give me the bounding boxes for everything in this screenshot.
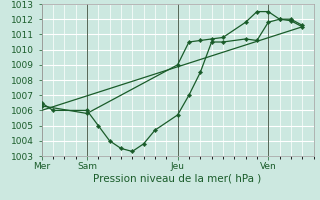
X-axis label: Pression niveau de la mer( hPa ): Pression niveau de la mer( hPa ) <box>93 173 262 183</box>
